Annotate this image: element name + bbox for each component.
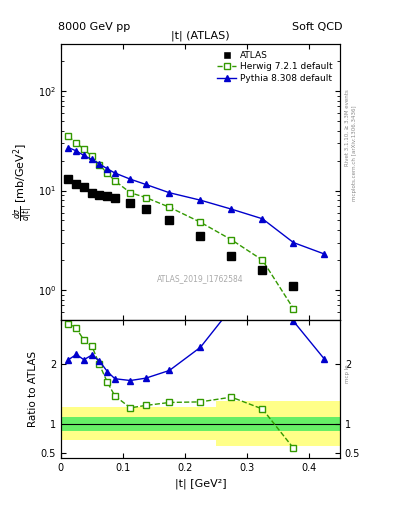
Y-axis label: Ratio to ATLAS: Ratio to ATLAS bbox=[28, 351, 38, 427]
Text: ATLAS_2019_I1762584: ATLAS_2019_I1762584 bbox=[157, 274, 244, 283]
Text: mcplots.cern.ch [arXiv:1306.3436]: mcplots.cern.ch [arXiv:1306.3436] bbox=[352, 106, 357, 201]
Text: |t| (ATLAS): |t| (ATLAS) bbox=[171, 30, 230, 41]
Text: mcp lo: mcp lo bbox=[345, 365, 350, 383]
Text: 8000 GeV pp: 8000 GeV pp bbox=[58, 23, 130, 32]
Text: Soft QCD: Soft QCD bbox=[292, 23, 343, 32]
Text: Rivet 3.1.10, ≥ 3.3M events: Rivet 3.1.10, ≥ 3.3M events bbox=[345, 90, 350, 166]
X-axis label: |t| [GeV²]: |t| [GeV²] bbox=[174, 479, 226, 489]
Y-axis label: $\frac{d\sigma}{d|t|}$ [mb/GeV$^2$]: $\frac{d\sigma}{d|t|}$ [mb/GeV$^2$] bbox=[11, 143, 35, 221]
Legend: ATLAS, Herwig 7.2.1 default, Pythia 8.308 default: ATLAS, Herwig 7.2.1 default, Pythia 8.30… bbox=[214, 48, 336, 86]
